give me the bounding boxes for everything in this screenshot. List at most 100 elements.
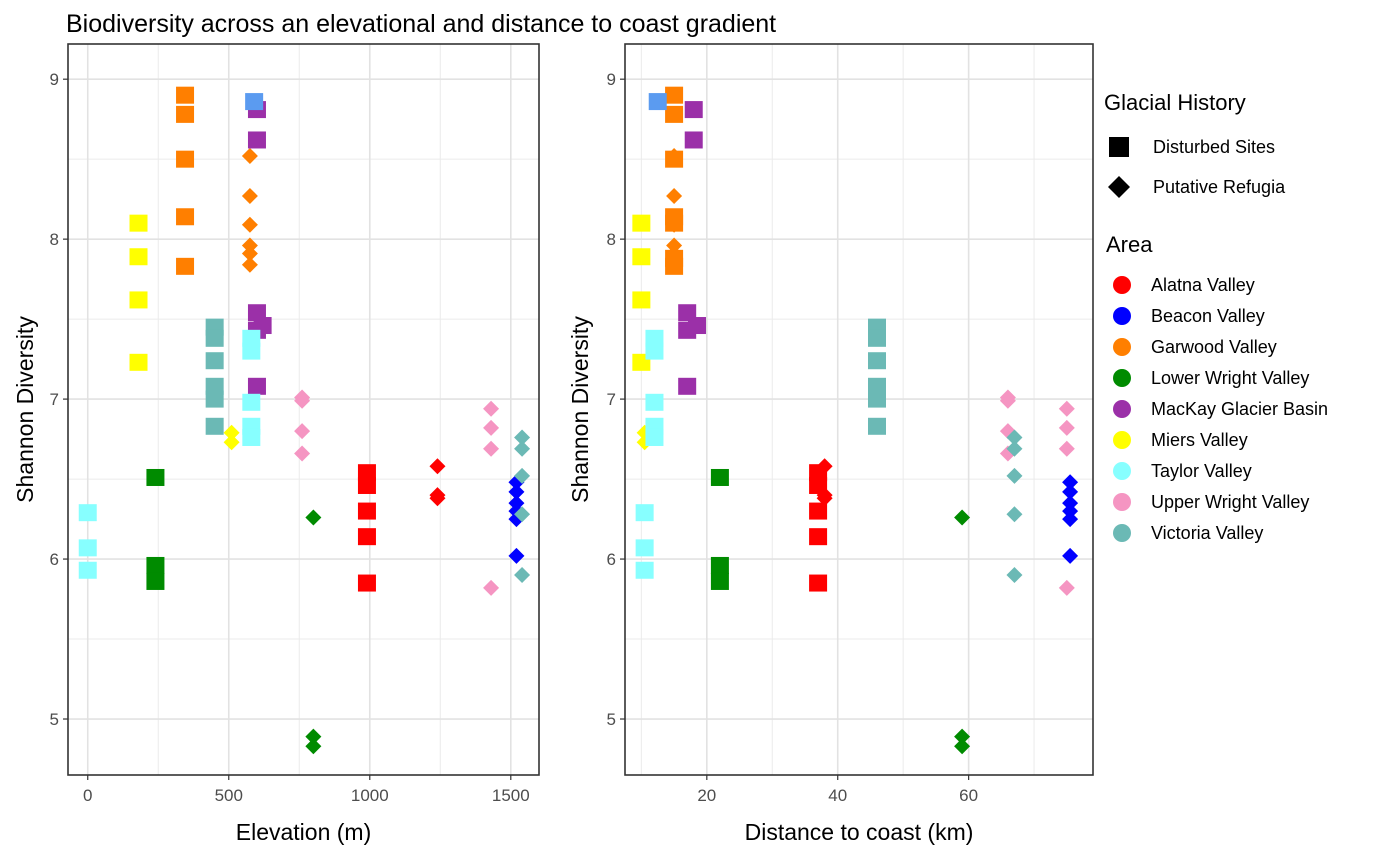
x-axis-title: Distance to coast (km) bbox=[745, 819, 974, 845]
data-point-refugia bbox=[666, 245, 683, 262]
data-point-disturbed bbox=[678, 304, 697, 322]
legend-key-area bbox=[1113, 276, 1131, 294]
plot-background bbox=[625, 44, 1093, 775]
data-point-disturbed bbox=[146, 468, 165, 486]
data-point-disturbed bbox=[129, 214, 148, 232]
data-point-refugia bbox=[666, 147, 683, 164]
data-point-disturbed bbox=[176, 105, 195, 123]
legend-label-area: Alatna Valley bbox=[1151, 275, 1255, 295]
plot-border bbox=[624, 43, 1094, 776]
data-point-refugia bbox=[1006, 467, 1023, 484]
y-axis-title: Shannon Diversity bbox=[12, 316, 38, 503]
data-point-disturbed bbox=[78, 504, 97, 522]
y-tick-label: 5 bbox=[50, 710, 59, 729]
data-point-refugia bbox=[954, 728, 971, 745]
data-point-disturbed bbox=[205, 417, 224, 435]
data-point-disturbed bbox=[710, 556, 729, 574]
data-point-refugia bbox=[1062, 547, 1079, 564]
legend-key-square bbox=[1109, 137, 1129, 157]
legend-label-shape: Putative Refugia bbox=[1153, 177, 1286, 197]
data-point-refugia bbox=[294, 445, 311, 462]
legend-key-area bbox=[1113, 462, 1131, 480]
data-point-refugia bbox=[241, 216, 258, 233]
data-point-disturbed bbox=[205, 329, 224, 347]
data-point-disturbed bbox=[357, 528, 376, 546]
x-tick-label: 500 bbox=[215, 786, 243, 805]
legend-label-shape: Disturbed Sites bbox=[1153, 137, 1275, 157]
data-point-refugia bbox=[816, 490, 833, 507]
data-point-disturbed bbox=[635, 504, 654, 522]
data-point-disturbed bbox=[247, 304, 266, 322]
legend-key-area bbox=[1113, 369, 1131, 387]
data-point-disturbed bbox=[205, 390, 224, 408]
data-point-refugia bbox=[294, 392, 311, 409]
y-tick-label: 5 bbox=[607, 710, 616, 729]
data-point-refugia bbox=[1058, 440, 1075, 457]
legend-key-area bbox=[1113, 400, 1131, 418]
data-point-disturbed bbox=[645, 393, 664, 411]
data-point-disturbed bbox=[129, 353, 148, 371]
data-point-disturbed bbox=[632, 248, 651, 266]
data-point-refugia bbox=[1006, 440, 1023, 457]
data-point-disturbed bbox=[645, 329, 664, 347]
data-point-refugia bbox=[305, 728, 322, 745]
legend-title-glacial-history: Glacial History bbox=[1104, 90, 1246, 115]
y-axis-title: Shannon Diversity bbox=[567, 316, 593, 503]
data-point-refugia bbox=[1058, 419, 1075, 436]
data-point-disturbed bbox=[645, 428, 664, 446]
data-point-disturbed bbox=[357, 574, 376, 592]
data-point-disturbed bbox=[809, 502, 828, 520]
data-point-disturbed bbox=[242, 342, 261, 360]
y-tick-label: 8 bbox=[50, 230, 59, 249]
legend-label-area: Beacon Valley bbox=[1151, 306, 1265, 326]
data-point-disturbed bbox=[247, 131, 266, 149]
legend-title-area: Area bbox=[1106, 232, 1153, 257]
data-point-disturbed bbox=[357, 476, 376, 494]
data-point-refugia bbox=[514, 467, 531, 484]
x-tick-label: 1000 bbox=[351, 786, 389, 805]
data-point-disturbed bbox=[176, 86, 195, 104]
data-point-refugia bbox=[514, 506, 531, 523]
data-point-disturbed bbox=[868, 352, 886, 370]
data-point-refugia bbox=[483, 419, 500, 436]
data-point-refugia bbox=[514, 567, 531, 584]
data-point-refugia bbox=[483, 579, 500, 596]
chart-title: Biodiversity across an elevational and d… bbox=[66, 10, 777, 38]
data-point-disturbed bbox=[357, 502, 376, 520]
data-point-disturbed bbox=[868, 390, 886, 408]
data-point-refugia bbox=[483, 400, 500, 417]
data-point-refugia bbox=[241, 147, 258, 164]
data-point-disturbed bbox=[146, 556, 165, 574]
y-tick-label: 7 bbox=[607, 390, 616, 409]
data-point-disturbed bbox=[868, 329, 886, 347]
data-point-refugia bbox=[483, 440, 500, 457]
data-point-disturbed bbox=[245, 93, 264, 111]
x-axis-title: Elevation (m) bbox=[236, 819, 371, 845]
x-tick-label: 20 bbox=[697, 786, 716, 805]
data-point-refugia bbox=[223, 434, 240, 451]
legend-key-area bbox=[1113, 307, 1131, 325]
x-tick-label: 60 bbox=[959, 786, 978, 805]
data-point-disturbed bbox=[205, 377, 224, 395]
data-point-disturbed bbox=[678, 377, 697, 395]
data-point-refugia bbox=[1006, 567, 1023, 584]
data-point-refugia bbox=[429, 490, 446, 507]
data-point-refugia bbox=[429, 458, 446, 475]
data-point-refugia bbox=[1058, 400, 1075, 417]
data-point-refugia bbox=[1062, 483, 1079, 500]
data-point-disturbed bbox=[809, 528, 828, 546]
data-point-refugia bbox=[223, 424, 240, 441]
data-point-disturbed bbox=[688, 317, 706, 335]
y-tick-label: 6 bbox=[50, 550, 59, 569]
data-point-disturbed bbox=[129, 248, 148, 266]
data-point-disturbed bbox=[242, 393, 261, 411]
data-point-disturbed bbox=[635, 539, 654, 557]
data-point-refugia bbox=[241, 245, 258, 262]
data-point-refugia bbox=[294, 423, 311, 440]
data-point-disturbed bbox=[648, 93, 667, 111]
data-point-disturbed bbox=[684, 101, 703, 119]
data-point-refugia bbox=[305, 738, 322, 755]
data-point-refugia bbox=[241, 256, 258, 273]
data-point-disturbed bbox=[645, 342, 664, 360]
plot-background bbox=[68, 44, 539, 775]
